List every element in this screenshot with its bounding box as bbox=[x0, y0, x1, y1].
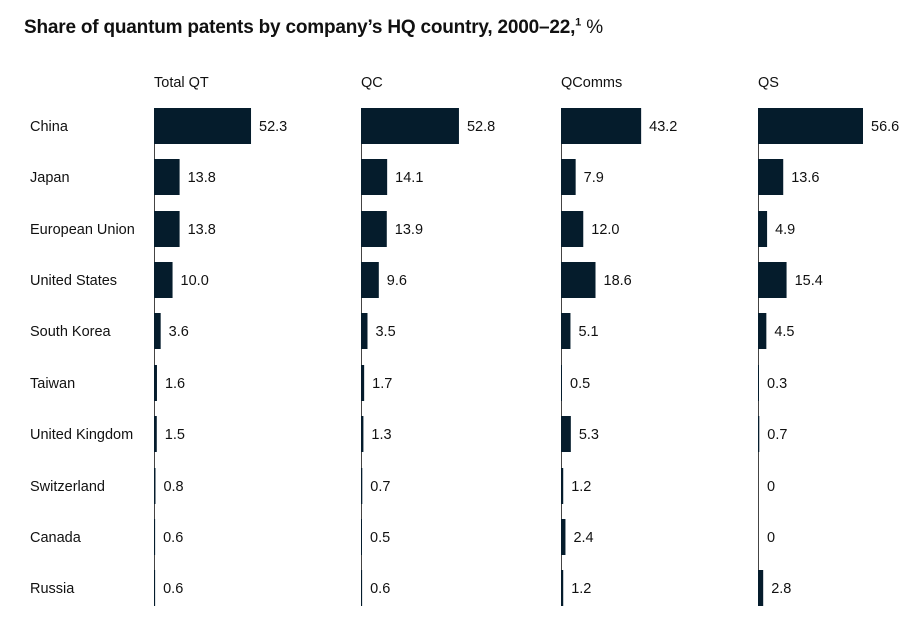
bar bbox=[758, 211, 768, 247]
data-label: 1.2 bbox=[571, 581, 591, 597]
data-label: 5.1 bbox=[578, 324, 598, 340]
category-label: Switzerland bbox=[30, 479, 105, 495]
bar bbox=[361, 262, 379, 298]
data-label: 52.3 bbox=[259, 119, 287, 135]
bar bbox=[361, 365, 365, 401]
data-label: 5.3 bbox=[579, 427, 599, 443]
series-header: QS bbox=[758, 75, 779, 91]
data-label: 13.8 bbox=[188, 222, 216, 238]
bar bbox=[154, 468, 156, 504]
category-label: United States bbox=[30, 273, 117, 289]
bar bbox=[154, 313, 161, 349]
data-label: 1.5 bbox=[165, 427, 185, 443]
data-label: 0 bbox=[767, 530, 775, 546]
category-label: United Kingdom bbox=[30, 427, 133, 443]
bar bbox=[154, 211, 180, 247]
data-label: 2.4 bbox=[573, 530, 593, 546]
data-label: 0.7 bbox=[767, 427, 787, 443]
bar bbox=[561, 519, 566, 555]
bar bbox=[361, 570, 363, 606]
category-label: Taiwan bbox=[30, 376, 75, 392]
bar bbox=[361, 519, 362, 555]
data-label: 0.8 bbox=[163, 479, 183, 495]
title-unit: % bbox=[586, 17, 603, 38]
bar bbox=[154, 159, 180, 195]
data-label: 13.6 bbox=[791, 170, 819, 186]
data-label: 15.4 bbox=[795, 273, 823, 289]
data-label: 43.2 bbox=[649, 119, 677, 135]
title-footnote-marker: 1 bbox=[575, 16, 582, 29]
bar bbox=[154, 416, 157, 452]
data-label: 52.8 bbox=[467, 119, 495, 135]
bar bbox=[361, 313, 368, 349]
bar bbox=[154, 108, 252, 144]
bar bbox=[154, 570, 156, 606]
category-label: Russia bbox=[30, 581, 75, 597]
data-label: 0.6 bbox=[370, 581, 390, 597]
bar bbox=[361, 159, 388, 195]
data-label: 14.1 bbox=[395, 170, 423, 186]
category-label: South Korea bbox=[30, 324, 112, 340]
data-label: 4.9 bbox=[775, 222, 795, 238]
data-label: 9.6 bbox=[387, 273, 407, 289]
category-label: Japan bbox=[30, 170, 70, 186]
data-label: 1.2 bbox=[571, 479, 591, 495]
chart-title-text: Share of quantum patents by company’s HQ… bbox=[24, 17, 576, 38]
data-label: 18.6 bbox=[604, 273, 632, 289]
bar bbox=[758, 262, 787, 298]
series-header: Total QT bbox=[154, 75, 209, 91]
category-label: China bbox=[30, 119, 69, 135]
bar bbox=[361, 416, 364, 452]
data-label: 1.3 bbox=[371, 427, 391, 443]
bar bbox=[758, 159, 784, 195]
bar bbox=[561, 159, 576, 195]
data-label: 10.0 bbox=[181, 273, 209, 289]
data-label: 4.5 bbox=[774, 324, 794, 340]
chart-title: Share of quantum patents by company’s HQ… bbox=[24, 17, 603, 39]
data-label: 7.9 bbox=[584, 170, 604, 186]
data-label: 1.7 bbox=[372, 376, 392, 392]
bar bbox=[758, 313, 767, 349]
data-label: 3.6 bbox=[169, 324, 189, 340]
category-label: Canada bbox=[30, 530, 82, 546]
bar bbox=[154, 262, 173, 298]
data-label: 0.3 bbox=[767, 376, 787, 392]
bar bbox=[154, 365, 157, 401]
series-header: QC bbox=[361, 75, 383, 91]
data-label: 0.6 bbox=[163, 581, 183, 597]
bar bbox=[561, 262, 596, 298]
bar bbox=[561, 468, 564, 504]
bar bbox=[561, 570, 564, 606]
data-label: 0 bbox=[767, 479, 775, 495]
bar bbox=[561, 313, 571, 349]
bar bbox=[758, 416, 760, 452]
data-label: 13.9 bbox=[395, 222, 423, 238]
bar bbox=[361, 108, 459, 144]
bar bbox=[561, 365, 562, 401]
data-label: 0.5 bbox=[570, 376, 590, 392]
data-label: 0.5 bbox=[370, 530, 390, 546]
bar bbox=[561, 416, 571, 452]
bar bbox=[361, 468, 363, 504]
bar bbox=[561, 108, 642, 144]
bar bbox=[361, 211, 387, 247]
bar bbox=[561, 211, 584, 247]
data-label: 2.8 bbox=[771, 581, 791, 597]
category-label: European Union bbox=[30, 222, 135, 238]
data-label: 56.6 bbox=[871, 119, 899, 135]
data-label: 13.8 bbox=[188, 170, 216, 186]
data-label: 12.0 bbox=[591, 222, 619, 238]
data-label: 1.6 bbox=[165, 376, 185, 392]
series-header: QComms bbox=[561, 75, 622, 91]
data-label: 0.7 bbox=[370, 479, 390, 495]
bar bbox=[758, 108, 863, 144]
bar bbox=[154, 519, 156, 555]
data-label: 3.5 bbox=[375, 324, 395, 340]
data-label: 0.6 bbox=[163, 530, 183, 546]
bar bbox=[758, 365, 759, 401]
bar bbox=[758, 570, 764, 606]
